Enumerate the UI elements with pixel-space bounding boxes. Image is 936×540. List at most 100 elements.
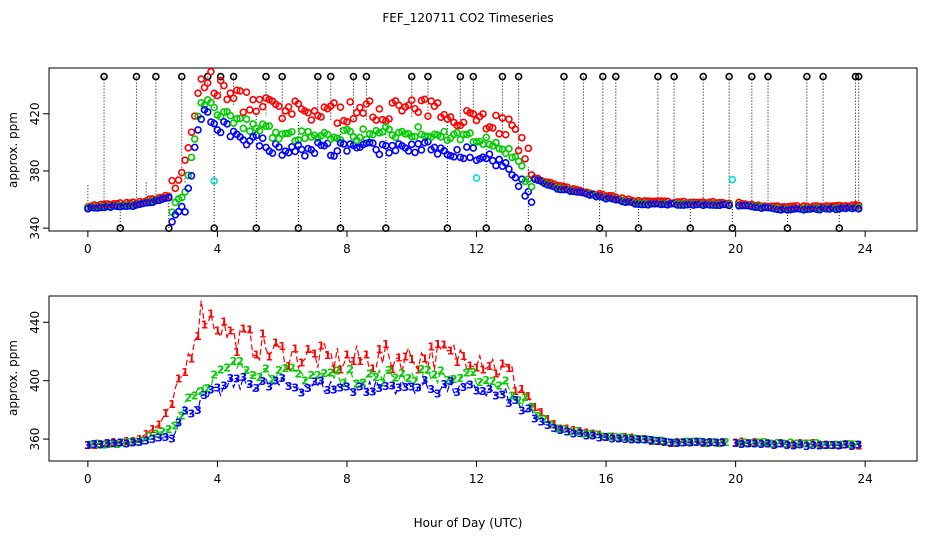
series2-glyph: 2 (761, 436, 769, 449)
series1-point (284, 103, 293, 111)
series2-glyph: 2 (405, 372, 413, 385)
series2-glyph: 2 (696, 436, 704, 449)
series1-glyph: 1 (628, 432, 636, 445)
series2-glyph: 2 (301, 375, 309, 388)
series3-glyph: 3 (537, 415, 545, 428)
extreme-point (854, 72, 863, 81)
series3-glyph: 3 (324, 384, 332, 397)
series2-glyph: 2 (690, 436, 698, 449)
series3-glyph: 3 (583, 430, 591, 443)
series2-glyph: 2 (120, 436, 128, 449)
series3-point (326, 151, 335, 160)
series3-point (203, 108, 212, 116)
series3-point (184, 184, 193, 193)
series3-point (310, 149, 319, 157)
series3-glyph: 3 (784, 439, 792, 452)
series2-glyph: 2 (787, 437, 795, 450)
series1-point (514, 146, 523, 155)
series2-glyph: 2 (256, 371, 264, 384)
series2-glyph: 2 (262, 362, 270, 375)
series3-point (411, 148, 419, 157)
series3-point (514, 182, 523, 191)
series3-glyph: 3 (473, 385, 481, 398)
series1-glyph: 1 (635, 433, 643, 446)
bottom-x-tick-label: 4 (214, 472, 222, 486)
series1-glyph: 1 (291, 342, 299, 355)
series2-point (359, 125, 367, 133)
series2-point (239, 124, 248, 133)
series2-glyph: 2 (463, 367, 471, 380)
series2-point (262, 122, 270, 131)
series2-glyph: 2 (541, 413, 549, 426)
series2-glyph: 2 (476, 376, 484, 389)
series1-point (365, 97, 374, 105)
series1-glyph: 1 (317, 339, 325, 352)
series3-glyph: 3 (194, 404, 202, 417)
series3-point (492, 161, 500, 170)
series2-point (301, 134, 309, 143)
series2-point (414, 123, 423, 131)
series2-glyph: 2 (340, 377, 348, 390)
series1-glyph: 1 (168, 398, 176, 411)
extreme-point (670, 72, 678, 81)
extreme-point (456, 72, 465, 81)
series2-point (177, 193, 186, 202)
series1-point (420, 95, 429, 104)
series1-glyph: 1 (447, 344, 455, 357)
series2-point (365, 130, 374, 138)
series1-glyph: 1 (233, 346, 241, 359)
series3-glyph: 3 (388, 380, 396, 393)
series1-point (307, 116, 316, 124)
bottom-x-tick-label: 24 (858, 472, 873, 486)
series1-glyph: 1 (466, 360, 474, 373)
series1-glyph: 1 (816, 438, 824, 451)
series2-glyph: 2 (159, 426, 167, 439)
extreme-point (362, 72, 371, 81)
series3-glyph: 3 (648, 434, 656, 447)
series3-glyph: 3 (486, 383, 494, 396)
series2-point (482, 133, 491, 142)
series1-glyph: 1 (440, 338, 448, 351)
series1-point (171, 184, 180, 193)
series3-glyph: 3 (376, 382, 384, 395)
top-x-tick-label: 0 (84, 242, 92, 256)
series3-glyph: 3 (706, 436, 714, 449)
series1-point (404, 101, 413, 110)
extreme-point (216, 72, 225, 81)
series3-glyph: 3 (712, 437, 720, 450)
series3-point (181, 208, 189, 216)
series1-point (446, 113, 455, 121)
series1-glyph: 1 (324, 349, 332, 362)
series1-point (294, 100, 303, 108)
series3-glyph: 3 (550, 422, 558, 435)
series1-point (226, 89, 235, 98)
series3-glyph: 3 (447, 375, 455, 388)
series3-glyph: 3 (602, 431, 610, 444)
series3-point (317, 141, 325, 150)
series3-point (534, 176, 542, 185)
series2-glyph: 2 (722, 436, 730, 449)
series2-point (411, 132, 419, 141)
extreme-point (699, 72, 708, 81)
extreme-point (764, 72, 772, 81)
series1-glyph: 1 (764, 437, 772, 450)
series2-glyph: 2 (308, 369, 316, 382)
extreme-point (579, 72, 588, 81)
series2-glyph: 2 (709, 436, 717, 449)
cyan-point (472, 174, 481, 182)
series2-point (288, 127, 296, 136)
top-x-tick-label: 16 (598, 242, 613, 256)
series2-point (233, 115, 241, 123)
extreme-point (349, 72, 358, 81)
series2-glyph: 2 (126, 436, 134, 449)
series2-glyph: 2 (547, 418, 555, 431)
series1-glyph: 1 (810, 437, 818, 450)
series1-glyph: 1 (162, 407, 170, 420)
series2-glyph: 2 (735, 437, 743, 450)
series2-glyph: 2 (366, 367, 374, 380)
cyan-point (210, 177, 218, 185)
top-x-tick-label: 4 (214, 242, 222, 256)
series2-glyph: 2 (586, 428, 594, 441)
series3-point (466, 153, 474, 162)
series2-glyph: 2 (806, 437, 814, 450)
